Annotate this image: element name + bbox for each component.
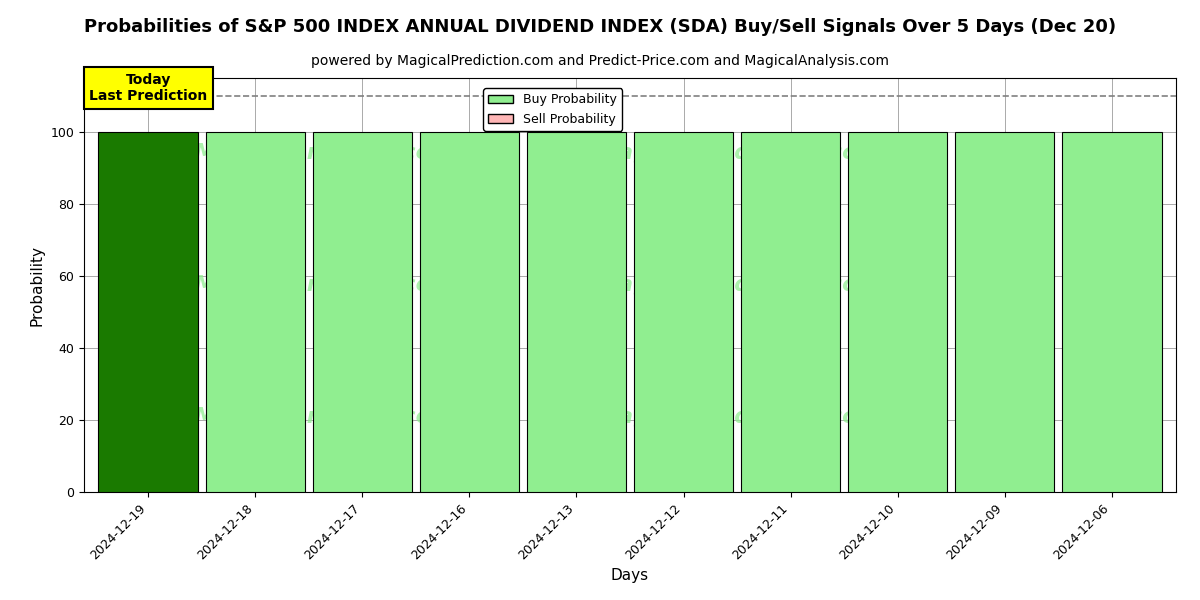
Bar xyxy=(205,132,305,492)
Text: MagicalPrediction.com: MagicalPrediction.com xyxy=(596,275,882,295)
Text: Today
Last Prediction: Today Last Prediction xyxy=(89,73,208,103)
Text: MagicalPrediction.com: MagicalPrediction.com xyxy=(596,407,882,427)
Bar xyxy=(1062,132,1162,492)
Text: Probabilities of S&P 500 INDEX ANNUAL DIVIDEND INDEX (SDA) Buy/Sell Signals Over: Probabilities of S&P 500 INDEX ANNUAL DI… xyxy=(84,18,1116,36)
Text: powered by MagicalPrediction.com and Predict-Price.com and MagicalAnalysis.com: powered by MagicalPrediction.com and Pre… xyxy=(311,54,889,68)
Bar xyxy=(740,132,840,492)
Bar xyxy=(955,132,1055,492)
Text: MagicalAnalysis.com: MagicalAnalysis.com xyxy=(193,143,455,163)
Text: MagicalAnalysis.com: MagicalAnalysis.com xyxy=(193,407,455,427)
Bar xyxy=(312,132,412,492)
X-axis label: Days: Days xyxy=(611,568,649,583)
Bar xyxy=(848,132,948,492)
Text: MagicalPrediction.com: MagicalPrediction.com xyxy=(596,143,882,163)
Bar xyxy=(527,132,626,492)
Y-axis label: Probability: Probability xyxy=(30,245,44,325)
Text: MagicalAnalysis.com: MagicalAnalysis.com xyxy=(193,275,455,295)
Bar xyxy=(98,132,198,492)
Bar xyxy=(420,132,520,492)
Bar xyxy=(634,132,733,492)
Legend: Buy Probability, Sell Probability: Buy Probability, Sell Probability xyxy=(484,88,623,131)
